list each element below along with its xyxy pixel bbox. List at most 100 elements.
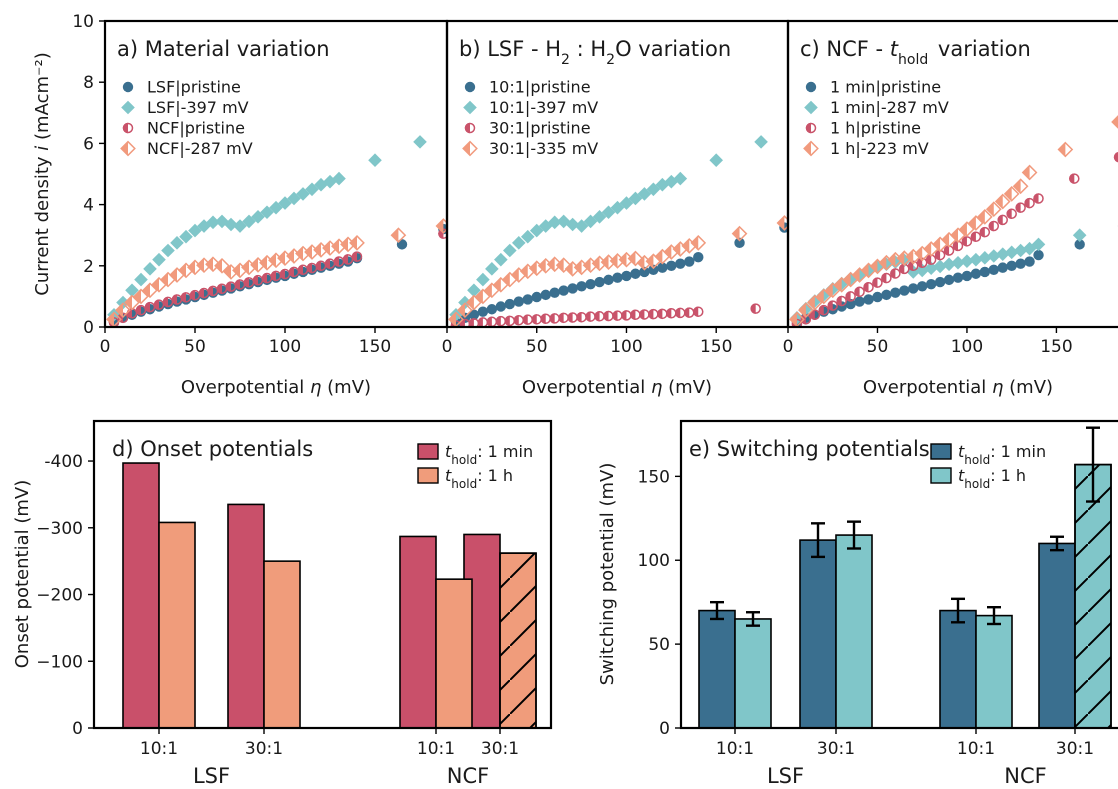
panel-b-title: b) LSF - H2 : H2O variation xyxy=(459,37,731,68)
legend-label: thold: 1 min xyxy=(958,442,1046,467)
data-point xyxy=(1074,239,1085,250)
panel-c-series-3 xyxy=(789,115,1118,327)
data-point xyxy=(558,312,569,324)
data-point xyxy=(135,304,147,316)
y-tick-label: 8 xyxy=(83,73,94,93)
data-point xyxy=(576,311,587,323)
y-tick-label: 0 xyxy=(72,719,83,739)
data-point xyxy=(995,247,1010,261)
panel-c-marks xyxy=(789,115,1118,327)
panel-a-xlabel: Overpotential η (mV) xyxy=(181,377,371,398)
legend-label: LSF|-397 mV xyxy=(147,98,249,117)
bar xyxy=(1038,542,1076,728)
data-point xyxy=(594,276,605,288)
data-point xyxy=(125,283,139,298)
data-point xyxy=(485,262,499,276)
legend-label: thold: 1 h xyxy=(445,466,513,491)
group-label: LSF xyxy=(767,764,804,788)
data-point xyxy=(576,281,587,292)
data-point xyxy=(979,266,991,278)
data-point xyxy=(675,258,686,269)
panel-a-ylabel: Current density i (mAcm⁻²) xyxy=(32,52,53,296)
panel-a-series-3 xyxy=(106,218,447,327)
bar xyxy=(263,560,301,729)
data-point xyxy=(504,298,516,310)
panel-e-frame xyxy=(679,419,1118,730)
error-bar xyxy=(847,520,861,550)
data-point xyxy=(152,252,166,267)
data-point xyxy=(468,309,480,320)
error-bar xyxy=(710,600,724,621)
data-point xyxy=(917,281,928,292)
data-point xyxy=(961,270,973,282)
category-label: 10:1 xyxy=(716,739,754,759)
data-point xyxy=(1033,249,1044,261)
data-point xyxy=(666,307,677,319)
data-point xyxy=(549,313,560,324)
data-point xyxy=(476,272,490,287)
data-point xyxy=(976,208,993,225)
panel-d-frame xyxy=(92,419,553,730)
panel-e-ylabel: Switching potential (mV) xyxy=(597,463,618,686)
panel-b-series-3 xyxy=(448,215,788,327)
y-tick-label: −100 xyxy=(36,652,83,672)
data-point xyxy=(522,294,533,305)
data-point xyxy=(504,315,516,327)
data-point xyxy=(952,272,964,283)
panel-b-axes: 0 50 100 150 xyxy=(442,327,732,357)
panel-a-marks xyxy=(106,135,447,327)
panel-e-bars xyxy=(698,426,1112,728)
data-point xyxy=(655,177,670,192)
data-point xyxy=(540,289,551,301)
panel-b-marks xyxy=(448,135,788,327)
data-point xyxy=(863,281,874,293)
data-point xyxy=(872,277,883,288)
data-point xyxy=(1113,152,1118,163)
bar xyxy=(158,521,196,729)
data-point xyxy=(567,312,578,323)
legend-marker xyxy=(805,122,817,134)
data-point xyxy=(881,289,892,301)
data-point xyxy=(1012,178,1029,195)
data-point xyxy=(567,283,578,294)
data-point xyxy=(1033,193,1044,204)
y-tick-label: 150 xyxy=(638,467,670,487)
y-tick-label: 0 xyxy=(83,318,94,338)
data-point xyxy=(621,310,632,321)
data-point xyxy=(133,288,149,305)
legend-label: 10:1|-397 mV xyxy=(489,98,598,117)
data-point xyxy=(648,264,659,275)
bar xyxy=(799,539,837,728)
panel-a-material-variation: 0 50 100 150 0 2 4 6 8 10 a) Material variation L… xyxy=(32,12,449,398)
data-point xyxy=(1072,228,1087,242)
legend-label: thold: 1 min xyxy=(445,442,533,467)
data-point xyxy=(287,191,301,206)
data-point xyxy=(915,263,930,278)
group-label: NCF xyxy=(447,764,489,788)
data-point xyxy=(278,196,292,210)
category-label: 30:1 xyxy=(481,739,519,759)
data-point xyxy=(684,307,695,318)
data-point xyxy=(494,252,508,267)
data-point xyxy=(594,311,605,322)
bar xyxy=(399,535,437,729)
data-point xyxy=(925,278,937,290)
x-tick-label: 0 xyxy=(100,337,111,357)
data-point xyxy=(818,304,830,316)
data-point xyxy=(934,276,946,288)
data-point xyxy=(1031,237,1046,252)
data-point xyxy=(1006,260,1017,271)
data-point xyxy=(776,215,788,231)
error-bar xyxy=(746,611,760,627)
group-label: LSF xyxy=(193,764,230,788)
legend-marker xyxy=(463,100,477,115)
data-point xyxy=(951,255,965,270)
panel-b-lsf-h2-h2o-variation: 0 50 100 150 b) LSF - H2 : H2O variation 10… xyxy=(442,19,790,398)
category-label: 30:1 xyxy=(245,739,283,759)
data-point xyxy=(1013,243,1028,258)
data-point xyxy=(390,227,407,244)
data-point xyxy=(520,229,535,244)
data-point xyxy=(1021,164,1038,181)
